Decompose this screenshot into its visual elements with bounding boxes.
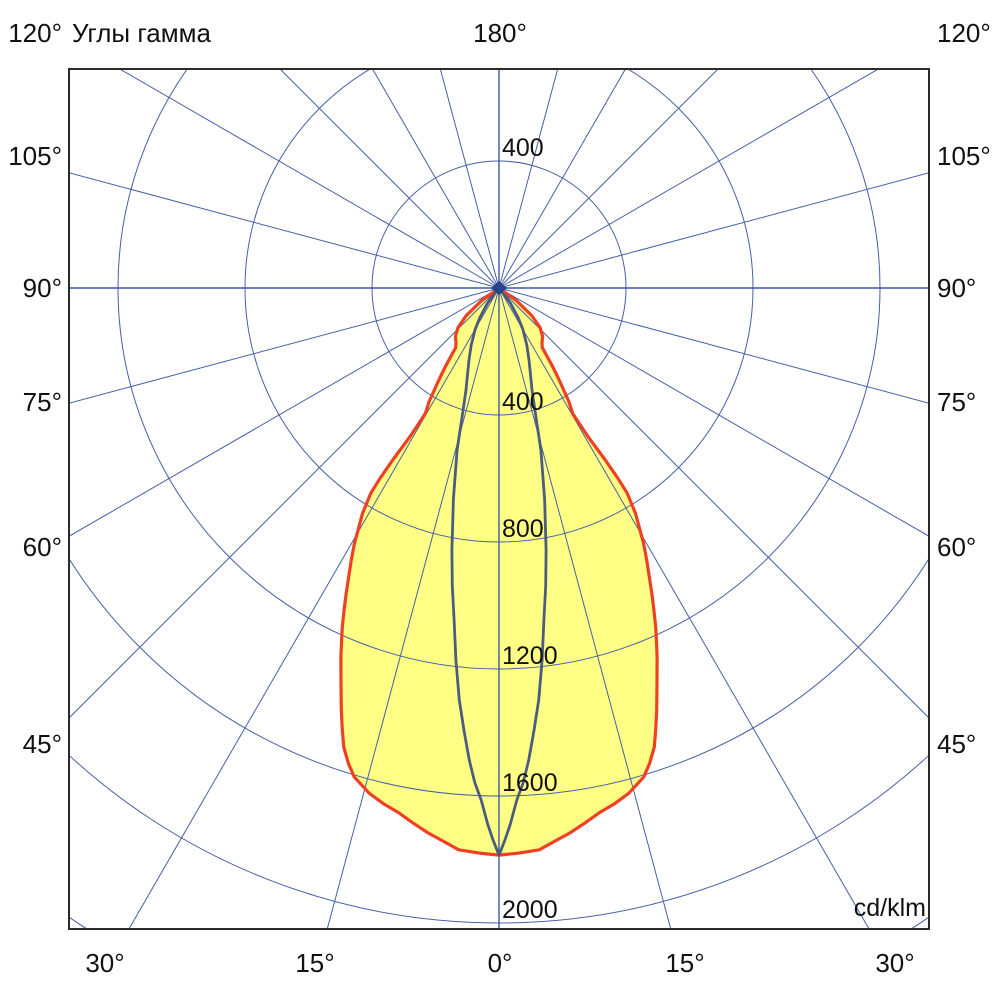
- grid-radial-75: [498, 287, 929, 404]
- grid-radial-345: [326, 287, 500, 929]
- gamma-label-10: 60°: [23, 532, 62, 562]
- grid-radial-315: [69, 287, 500, 719]
- grid-radial-60: [498, 287, 929, 537]
- gamma-label-11: 60°: [937, 532, 976, 562]
- gamma-label-13: 45°: [937, 729, 976, 759]
- gamma-label-8: 75°: [23, 387, 62, 417]
- gamma-label-5: 105°: [937, 141, 991, 171]
- radial-value-label-3: 1200: [502, 642, 558, 670]
- gamma-label-15: 15°: [295, 948, 334, 978]
- gamma-label-16: 0°: [488, 948, 513, 978]
- grid-radial-300: [69, 287, 500, 537]
- grid-radial-30: [498, 287, 870, 929]
- unit-label: cd/klm: [854, 894, 926, 922]
- center-marker-diamond: [491, 281, 507, 295]
- grid-radial-120: [498, 69, 880, 289]
- gamma-label-12: 45°: [23, 729, 62, 759]
- radial-value-label-1: 400: [502, 388, 544, 416]
- grid-radial-105: [498, 172, 929, 289]
- radial-value-labels: 400 400 800 1200 1600 2000: [502, 134, 558, 924]
- gamma-label-18: 30°: [875, 948, 914, 978]
- grid-radial-255: [69, 172, 500, 289]
- grid-radial-285: [69, 287, 500, 404]
- grid-radial-165: [498, 69, 559, 289]
- gamma-label-4: 105°: [8, 141, 62, 171]
- radial-value-label-0: 400: [502, 134, 544, 162]
- plot-border: [68, 68, 930, 930]
- radial-value-label-5: 2000: [502, 896, 558, 924]
- gamma-label-6: 90°: [23, 273, 62, 303]
- gamma-angle-labels: 120° Углы гамма 180° 120° 105° 105° 90° 90° 75° 7…: [8, 18, 991, 978]
- gamma-label-14: 30°: [85, 948, 124, 978]
- grid-radial-210: [371, 69, 500, 289]
- inner-beam-curve: [450, 286, 548, 857]
- grid-radial-45: [498, 287, 929, 719]
- gamma-label-2: 180°: [473, 18, 527, 48]
- grid-radial-330: [128, 287, 500, 929]
- gamma-label-9: 75°: [937, 387, 976, 417]
- radial-value-label-4: 1600: [502, 769, 558, 797]
- radial-value-label-2: 800: [502, 515, 544, 543]
- gamma-label-7: 90°: [937, 273, 976, 303]
- grid-radial-135: [498, 69, 719, 289]
- grid-radial-195: [439, 69, 500, 289]
- grid-radial-225: [279, 69, 500, 289]
- grid-radial-15: [498, 287, 672, 929]
- gamma-label-3: 120°: [937, 18, 991, 48]
- diagram-title: Углы гамма: [72, 18, 211, 48]
- gamma-label-17: 15°: [665, 948, 704, 978]
- grid-radial-240: [118, 69, 500, 289]
- gamma-label-0: 120°: [8, 18, 62, 48]
- grid-radial-150: [498, 69, 627, 289]
